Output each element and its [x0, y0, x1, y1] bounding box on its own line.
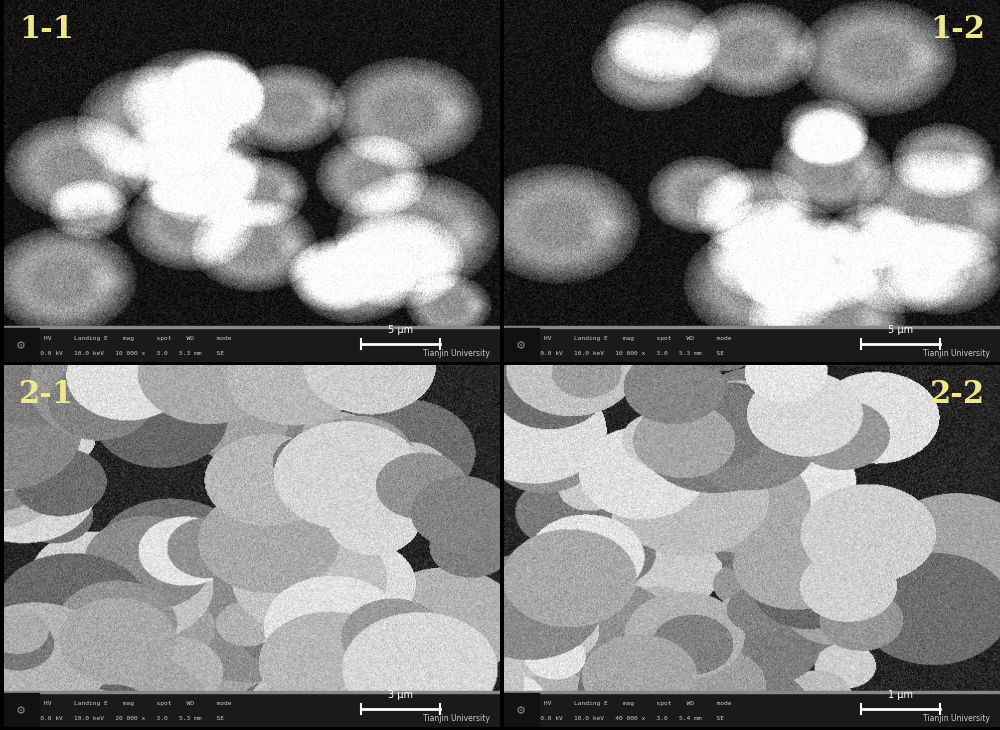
Text: ⚙: ⚙: [16, 706, 26, 716]
Bar: [504, 326, 1000, 328]
Bar: [504, 328, 539, 362]
Text: 5 μm: 5 μm: [888, 325, 913, 335]
Text: ETD   10.0 kV   10.0 keV   40 000 x   3.0   5.4 mm    SE: ETD 10.0 kV 10.0 keV 40 000 x 3.0 5.4 mm…: [514, 715, 724, 721]
Text: Tianjin University: Tianjin University: [923, 713, 990, 723]
Text: ETD   10.0 kV   10.0 keV   20 000 x   3.0   5.3 mm    SE: ETD 10.0 kV 10.0 keV 20 000 x 3.0 5.3 mm…: [14, 715, 224, 721]
Bar: [4, 693, 500, 727]
Text: Tianjin University: Tianjin University: [923, 348, 990, 358]
Text: ETD   10.0 kV   10.0 keV   10 000 x   3.0   5.3 mm    SE: ETD 10.0 kV 10.0 keV 10 000 x 3.0 5.3 mm…: [514, 350, 724, 356]
Text: 3 μm: 3 μm: [388, 690, 413, 700]
Bar: [4, 328, 500, 362]
Text: Tianjin University: Tianjin University: [423, 348, 490, 358]
Text: det     HV      Landing E    mag      spot    WD      mode: det HV Landing E mag spot WD mode: [14, 336, 231, 341]
Text: Tianjin University: Tianjin University: [423, 713, 490, 723]
Text: 1 μm: 1 μm: [888, 690, 913, 700]
Bar: [504, 693, 539, 727]
Bar: [4, 691, 500, 693]
Text: det     HV      Landing E    mag      spot    WD      mode: det HV Landing E mag spot WD mode: [14, 701, 231, 706]
Text: 5 μm: 5 μm: [388, 325, 413, 335]
Text: ⚙: ⚙: [516, 706, 526, 716]
Bar: [504, 328, 1000, 362]
Text: ⚙: ⚙: [516, 341, 526, 351]
Text: ETD   10.0 kV   10.0 keV   10 000 x   3.0   5.3 mm    SE: ETD 10.0 kV 10.0 keV 10 000 x 3.0 5.3 mm…: [14, 350, 224, 356]
Bar: [4, 693, 39, 727]
Text: 2-2: 2-2: [930, 380, 985, 410]
Text: det     HV      Landing E    mag      spot    WD      mode: det HV Landing E mag spot WD mode: [514, 701, 731, 706]
Text: ⚙: ⚙: [16, 341, 26, 351]
Bar: [4, 326, 500, 328]
Text: 1-2: 1-2: [930, 15, 985, 45]
Bar: [504, 693, 1000, 727]
Text: 2-1: 2-1: [19, 380, 74, 410]
Text: 1-1: 1-1: [19, 15, 74, 45]
Bar: [504, 691, 1000, 693]
Bar: [4, 328, 39, 362]
Text: det     HV      Landing E    mag      spot    WD      mode: det HV Landing E mag spot WD mode: [514, 336, 731, 341]
